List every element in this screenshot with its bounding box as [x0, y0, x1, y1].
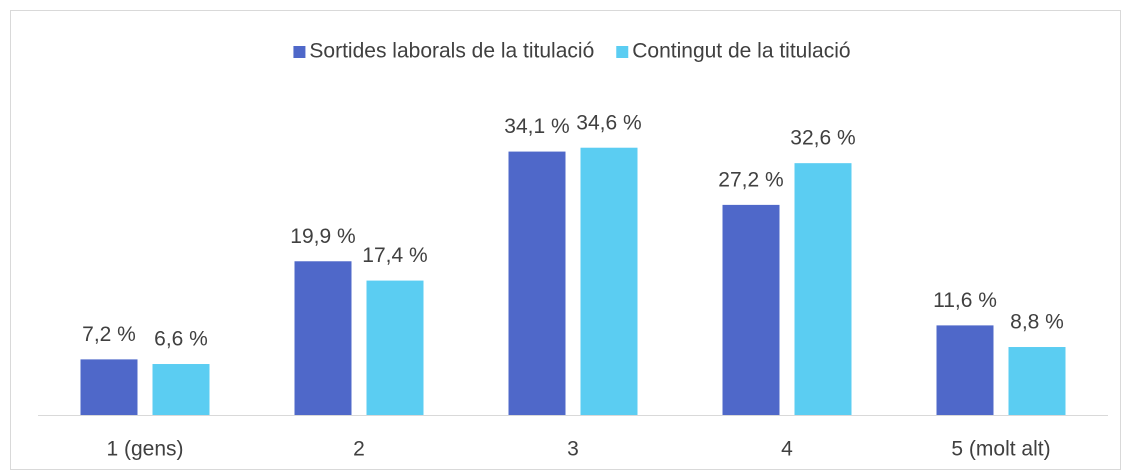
bar — [80, 359, 138, 415]
x-tick-label: 5 (molt alt) — [951, 438, 1050, 461]
x-tick-label: 3 — [567, 438, 579, 461]
x-tick-label: 1 (gens) — [106, 438, 183, 461]
bar — [152, 364, 210, 415]
data-label: 27,2 % — [718, 168, 783, 191]
data-label: 11,6 % — [933, 289, 997, 312]
data-label: 34,1 % — [504, 115, 569, 138]
bar — [722, 204, 780, 415]
bar — [936, 325, 994, 415]
x-tick-label: 2 — [353, 438, 365, 461]
data-label: 8,8 % — [1010, 311, 1064, 334]
legend-swatch — [293, 46, 306, 58]
data-label: 19,9 % — [290, 225, 355, 248]
legend-label: Sortides laborals de la titulació — [309, 40, 594, 63]
legend-label: Contingut de la titulació — [632, 40, 850, 63]
bar — [294, 261, 352, 415]
data-label: 6,6 % — [154, 328, 208, 351]
legend-swatch — [616, 46, 629, 58]
data-label: 7,2 % — [82, 323, 136, 346]
data-label: 17,4 % — [362, 244, 427, 267]
bar — [366, 280, 424, 415]
bar — [508, 151, 566, 415]
bar — [794, 163, 852, 415]
data-label: 34,6 % — [576, 111, 641, 134]
data-label: 32,6 % — [790, 127, 855, 150]
bar — [580, 147, 638, 415]
x-tick-label: 4 — [781, 438, 793, 461]
bar — [1008, 347, 1066, 415]
